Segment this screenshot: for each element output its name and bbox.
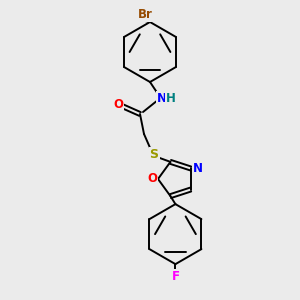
Text: N: N xyxy=(193,162,202,175)
Text: N: N xyxy=(157,92,167,104)
Text: S: S xyxy=(149,148,158,160)
Text: Br: Br xyxy=(138,8,152,22)
Text: F: F xyxy=(171,270,179,283)
Text: O: O xyxy=(113,98,123,110)
Text: O: O xyxy=(147,172,157,185)
Text: H: H xyxy=(166,92,176,104)
